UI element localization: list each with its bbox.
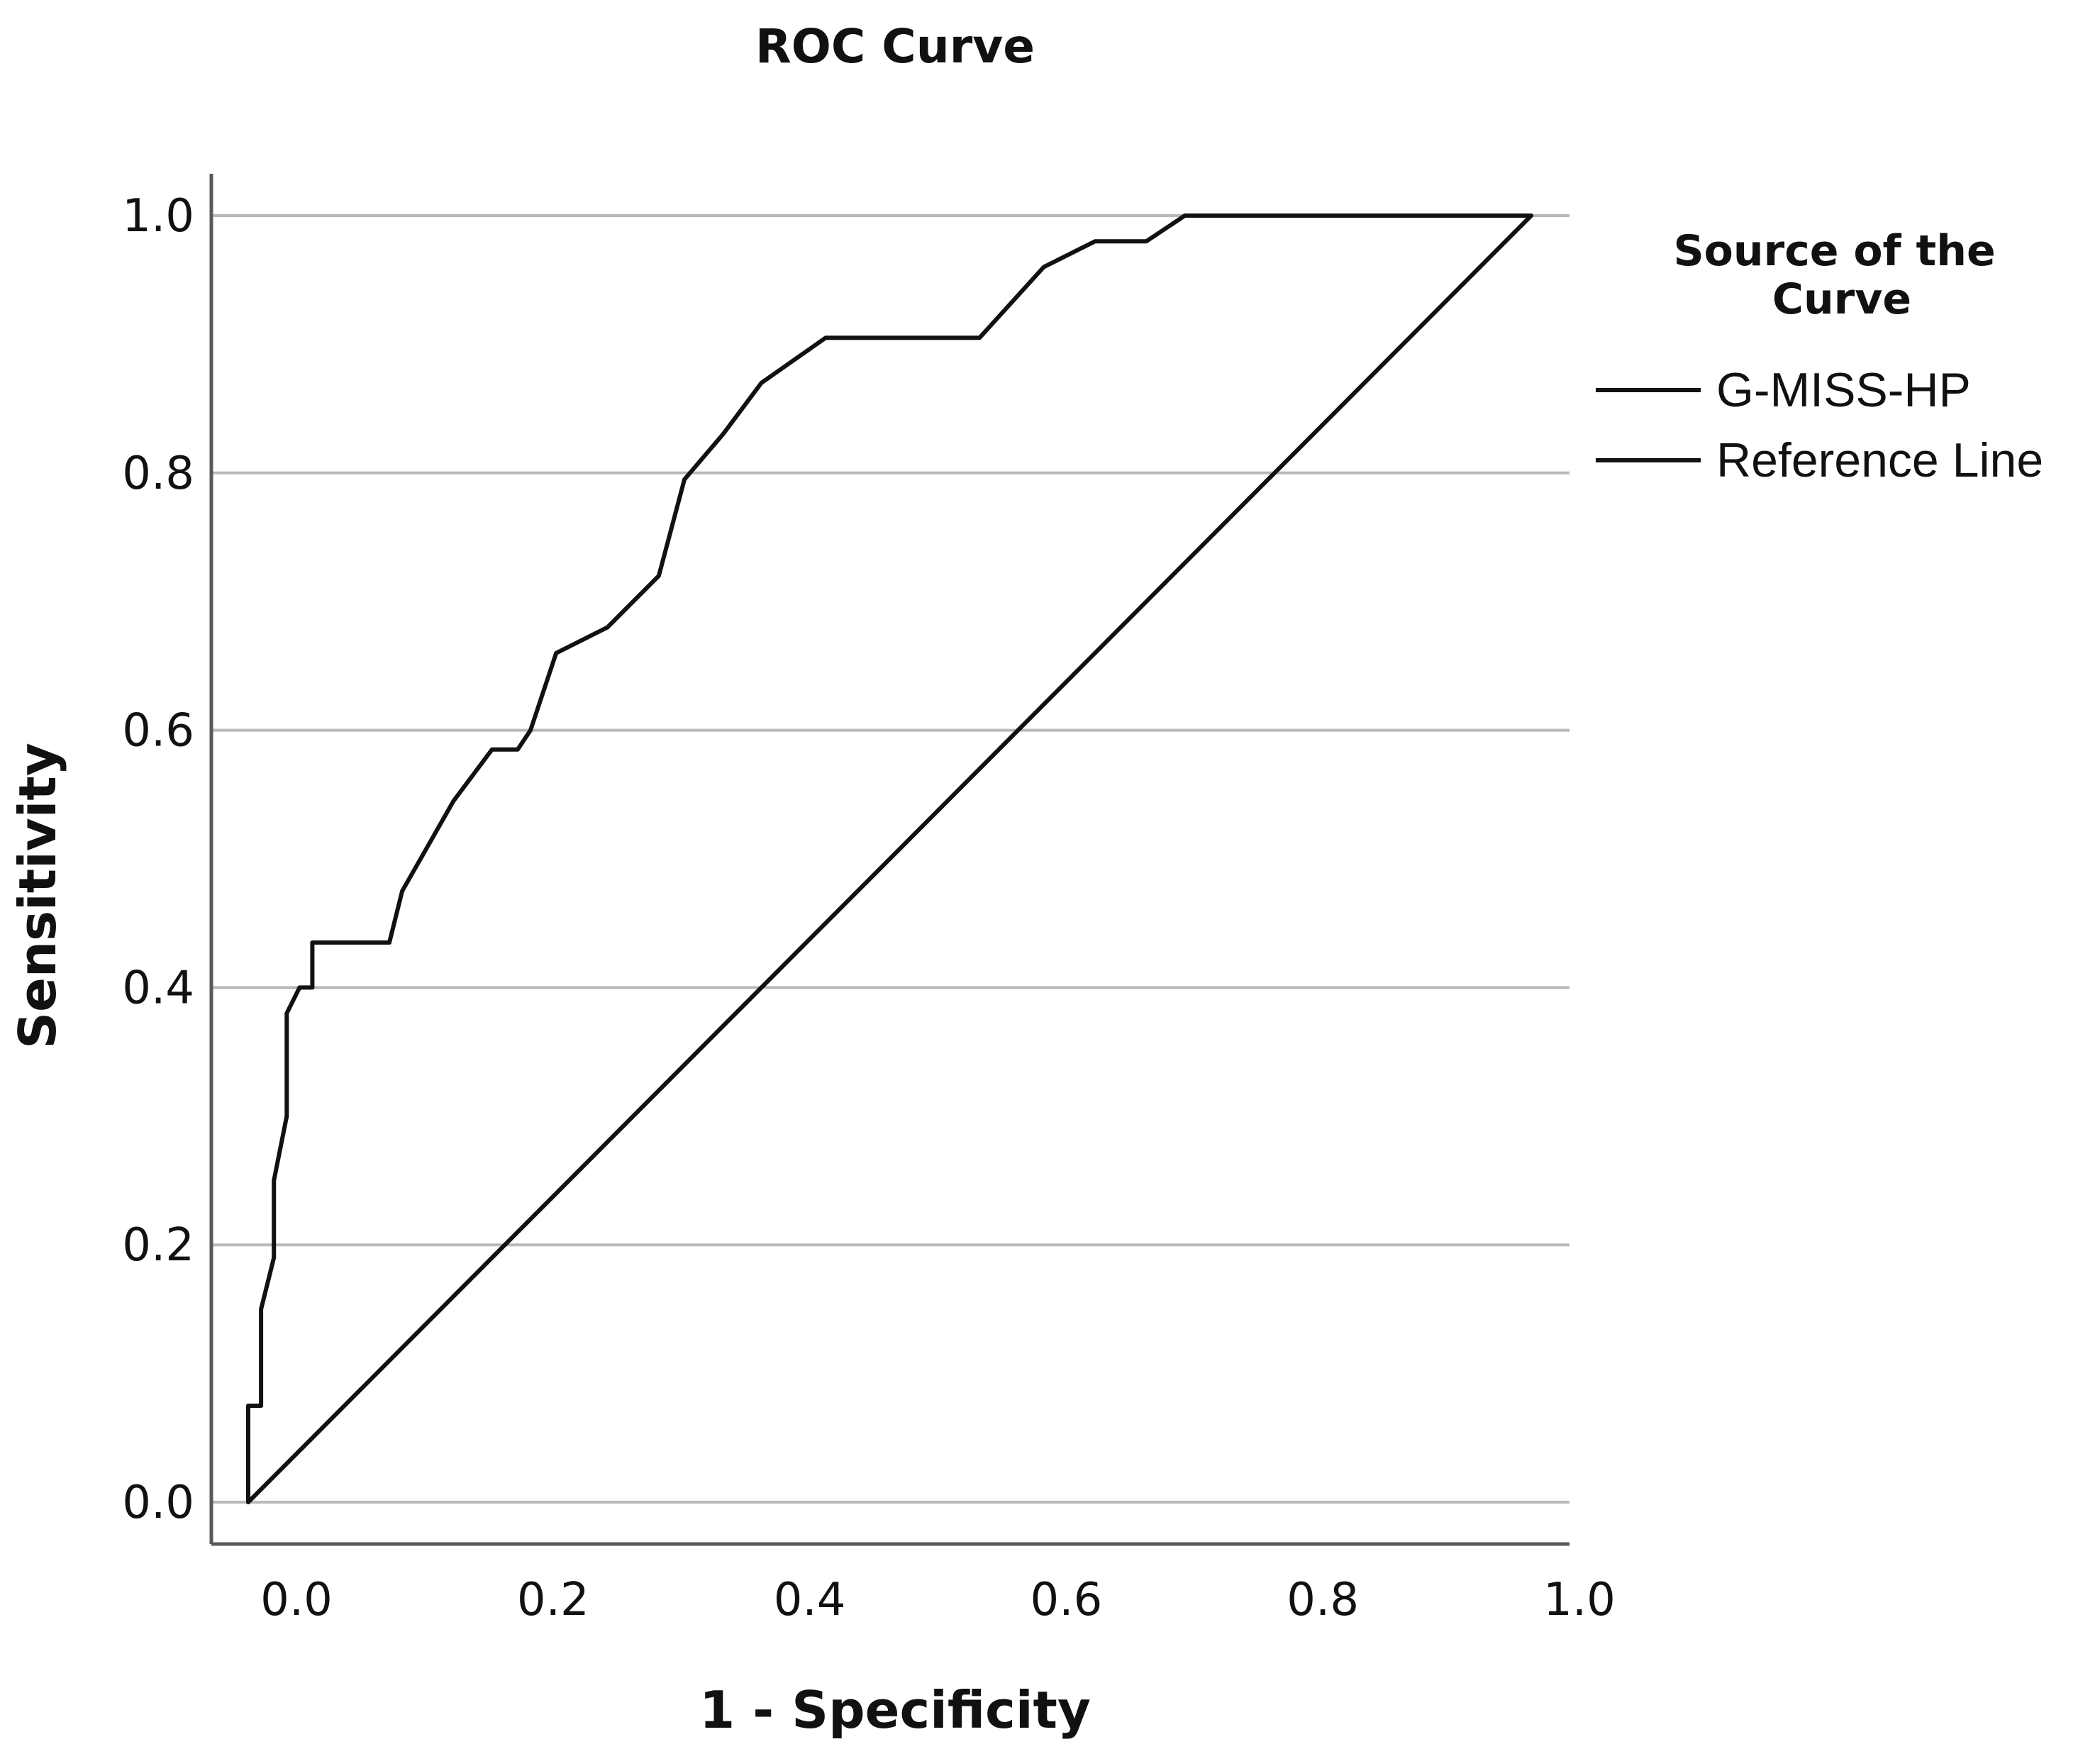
y-tick-label-5: 1.0	[122, 190, 194, 243]
x-tick-label-5: 1.0	[1543, 1574, 1616, 1626]
series-group	[246, 213, 1533, 1504]
x-tick-label-1: 0.2	[517, 1574, 589, 1626]
x-tick-label-3: 0.6	[1030, 1574, 1103, 1626]
x-tick-label-4: 0.8	[1287, 1574, 1359, 1626]
y-axis-title: Sensitivity	[8, 743, 67, 1049]
legend-title: Source of the Curve	[1673, 226, 2010, 324]
legend: Source of the Curve G-MISS-HP Reference …	[1596, 226, 2043, 487]
legend-label-reference-line: Reference Line	[1716, 433, 2043, 487]
x-tick-label-2: 0.4	[774, 1574, 846, 1626]
y-tick-label-1: 0.2	[122, 1219, 194, 1272]
series-line-reference-line	[246, 213, 1533, 1504]
x-tick-labels: 0.0 0.2 0.4 0.6 0.8 1.0	[260, 1574, 1616, 1626]
chart-title: ROC Curve	[755, 19, 1035, 74]
y-tick-label-0: 0.0	[122, 1477, 194, 1529]
y-tick-label-4: 0.8	[122, 448, 194, 500]
x-axis-title: 1 - Specificity	[699, 1680, 1091, 1740]
x-tick-label-0: 0.0	[260, 1574, 333, 1626]
legend-label-g-miss-hp: G-MISS-HP	[1716, 363, 1971, 417]
y-tick-labels: 0.0 0.2 0.4 0.6 0.8 1.0	[122, 190, 194, 1529]
legend-title-line-2: Curve	[1772, 274, 1911, 324]
axes	[209, 174, 1570, 1546]
gridlines	[211, 214, 1570, 1504]
y-tick-label-3: 0.6	[122, 705, 194, 757]
series-line-g-miss-hp	[246, 213, 1533, 1504]
legend-title-line-1: Source of the	[1673, 226, 1995, 276]
y-tick-label-2: 0.4	[122, 962, 194, 1014]
